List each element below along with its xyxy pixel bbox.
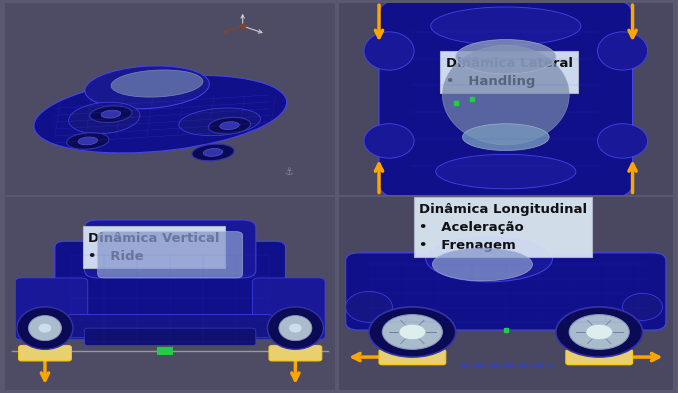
FancyBboxPatch shape: [16, 278, 88, 340]
Ellipse shape: [220, 122, 239, 130]
Text: Dinâmica Vertical
•   Ride: Dinâmica Vertical • Ride: [88, 231, 219, 263]
Text: Dinâmica Longitudinal
•   Aceleração
•   Frenagem: Dinâmica Longitudinal • Aceleração • Fre…: [419, 203, 587, 252]
Ellipse shape: [85, 66, 210, 109]
Circle shape: [556, 307, 643, 357]
Ellipse shape: [78, 137, 98, 145]
Ellipse shape: [28, 316, 62, 341]
FancyBboxPatch shape: [253, 278, 325, 340]
FancyBboxPatch shape: [269, 345, 322, 361]
Ellipse shape: [89, 106, 132, 123]
Ellipse shape: [39, 323, 52, 333]
FancyBboxPatch shape: [379, 349, 445, 365]
Ellipse shape: [436, 154, 576, 189]
Ellipse shape: [208, 117, 251, 134]
Ellipse shape: [433, 248, 532, 281]
Ellipse shape: [431, 7, 581, 45]
Ellipse shape: [267, 307, 323, 349]
Ellipse shape: [34, 75, 287, 153]
Ellipse shape: [111, 70, 203, 97]
FancyBboxPatch shape: [85, 220, 256, 278]
Circle shape: [399, 324, 426, 340]
FancyBboxPatch shape: [18, 345, 71, 361]
Ellipse shape: [179, 108, 260, 136]
Ellipse shape: [622, 293, 662, 320]
Ellipse shape: [364, 32, 414, 70]
Ellipse shape: [456, 40, 556, 74]
Ellipse shape: [289, 323, 302, 333]
Text: ⚓: ⚓: [285, 167, 293, 176]
Text: Dinâmica Lateral
•   Handling: Dinâmica Lateral • Handling: [445, 57, 573, 88]
FancyBboxPatch shape: [346, 253, 666, 330]
FancyBboxPatch shape: [98, 231, 243, 278]
Ellipse shape: [17, 307, 73, 349]
Ellipse shape: [597, 32, 647, 70]
Ellipse shape: [426, 235, 553, 282]
Ellipse shape: [346, 292, 393, 322]
Circle shape: [369, 307, 456, 357]
Ellipse shape: [192, 144, 234, 161]
Ellipse shape: [462, 124, 549, 151]
Circle shape: [569, 315, 629, 349]
FancyBboxPatch shape: [379, 0, 633, 198]
FancyBboxPatch shape: [85, 328, 256, 345]
FancyBboxPatch shape: [55, 241, 285, 334]
Ellipse shape: [279, 316, 312, 341]
FancyBboxPatch shape: [566, 349, 633, 365]
Ellipse shape: [203, 149, 223, 156]
Ellipse shape: [443, 45, 569, 145]
Circle shape: [586, 324, 612, 340]
Ellipse shape: [597, 124, 647, 158]
FancyBboxPatch shape: [68, 315, 273, 338]
Ellipse shape: [101, 110, 121, 118]
Circle shape: [382, 315, 443, 349]
Ellipse shape: [66, 132, 109, 149]
Ellipse shape: [68, 102, 140, 134]
Ellipse shape: [364, 124, 414, 158]
Bar: [157, 347, 174, 355]
